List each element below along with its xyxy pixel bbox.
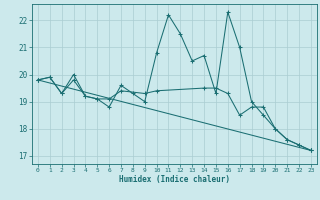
- X-axis label: Humidex (Indice chaleur): Humidex (Indice chaleur): [119, 175, 230, 184]
